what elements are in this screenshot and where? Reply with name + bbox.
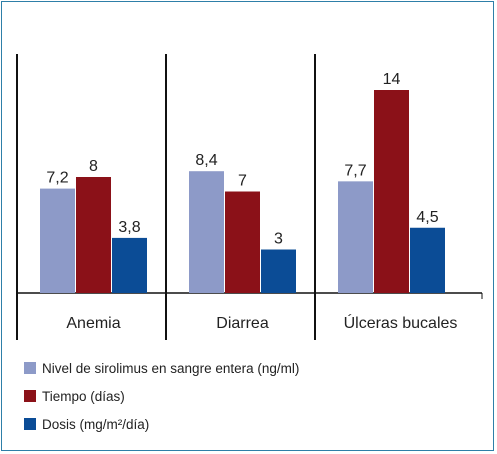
legend-swatch-sirolimus — [24, 362, 36, 374]
data-label-1-1: 7 — [238, 173, 247, 190]
data-label-2-2: 4,5 — [416, 209, 438, 226]
category-label-0: Anemia — [66, 315, 120, 332]
bar-0-2 — [112, 237, 147, 293]
bar-0-1 — [76, 177, 111, 293]
data-label-0-0: 7,2 — [46, 170, 68, 187]
legend-item-tiempo: Tiempo (días) — [24, 382, 299, 410]
category-label-2: Úlceras bucales — [344, 313, 458, 332]
bar-2-0 — [338, 181, 373, 293]
bar-chart: 7,2 8 3,8 Anemia 8,4 7 3 Diarrea 7,7 14 4,5 Úlceras… — [16, 54, 483, 340]
data-label-1-0: 8,4 — [195, 152, 217, 169]
legend-item-sirolimus: Nivel de sirolimus en sangre entera (ng/… — [24, 354, 299, 382]
bar-0-0 — [40, 188, 75, 293]
legend-label-sirolimus: Nivel de sirolimus en sangre entera (ng/… — [42, 360, 300, 376]
data-label-2-1: 14 — [383, 71, 401, 88]
legend-swatch-dosis — [24, 418, 36, 430]
category-label-1: Diarrea — [216, 315, 269, 332]
bar-2-2 — [410, 227, 445, 293]
bar-1-0 — [189, 171, 224, 293]
data-label-0-1: 8 — [89, 158, 98, 175]
legend: Nivel de sirolimus en sangre entera (ng/… — [24, 354, 299, 438]
bar-2-1 — [374, 90, 409, 293]
legend-label-dosis: Dosis (mg/m²/día) — [42, 416, 150, 432]
legend-swatch-tiempo — [24, 390, 36, 402]
data-label-2-0: 7,7 — [344, 162, 366, 179]
data-label-1-2: 3 — [274, 231, 283, 248]
bar-1-1 — [225, 191, 260, 293]
bar-1-2 — [261, 249, 296, 293]
legend-item-dosis: Dosis (mg/m²/día) — [24, 410, 299, 438]
legend-label-tiempo: Tiempo (días) — [42, 388, 125, 404]
data-label-0-2: 3,8 — [118, 219, 140, 236]
